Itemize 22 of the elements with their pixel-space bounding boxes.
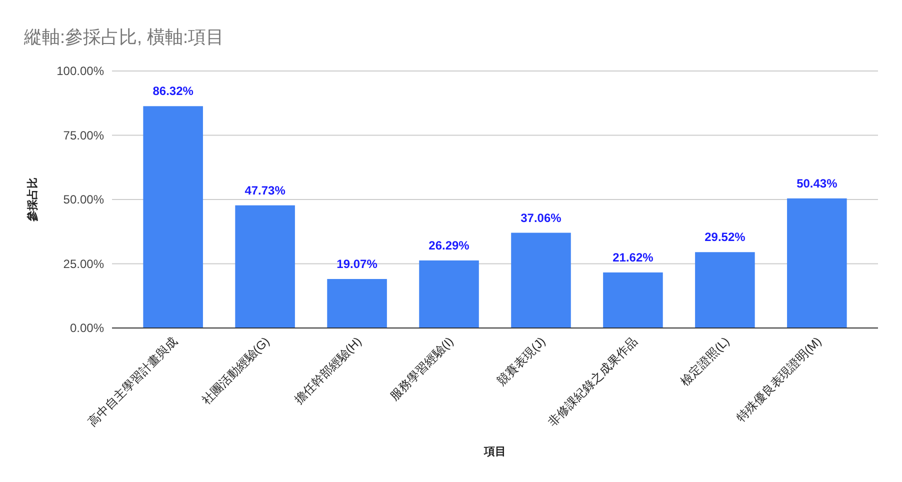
y-tick-label: 75.00%: [63, 128, 104, 142]
data-label: 21.62%: [612, 250, 654, 264]
ylabel: 參採占比: [27, 178, 39, 222]
data-label: 26.29%: [428, 238, 470, 252]
y-tick-label: 25.00%: [63, 256, 104, 271]
y-tick-label: 0.00%: [70, 321, 104, 335]
title: 縱軸:參採占比, 橫軸:項目: [24, 27, 224, 47]
data-label: 47.73%: [244, 183, 286, 198]
data-label: 37.06%: [520, 210, 562, 225]
data-label: 86.32%: [152, 84, 194, 98]
x-tick-label: 特殊優良表現證明(M): [734, 334, 824, 425]
x-tick-label: 擔任幹部經驗(H): [292, 334, 364, 407]
data-label: 50.43%: [796, 176, 838, 190]
x-tick-label: 服務學習經驗(I): [387, 334, 456, 404]
xlabel: 項目: [484, 446, 506, 458]
y-tick-label: 50.00%: [63, 192, 104, 206]
x-tick-label: 社團活動經驗(G): [199, 334, 272, 408]
y-tick-label: 100.00%: [56, 64, 104, 78]
data-label: 19.07%: [336, 256, 378, 271]
x-tick-label: 高中自主學習計畫與成: [85, 334, 180, 429]
data-label: 29.52%: [704, 230, 746, 244]
x-tick-label: 檢定證照(L): [678, 334, 732, 388]
